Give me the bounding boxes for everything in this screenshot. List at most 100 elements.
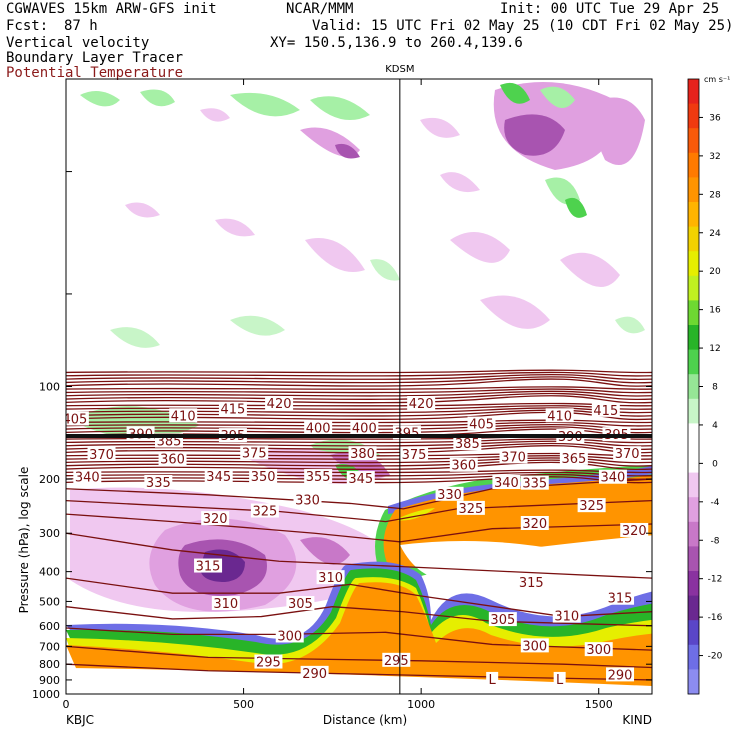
theta-label: 395 xyxy=(395,426,420,441)
theta-label-bg xyxy=(275,628,304,643)
theta-contour xyxy=(66,378,652,387)
shade-downward-upper-9 xyxy=(125,202,160,218)
theta-contour xyxy=(66,395,652,404)
colorbar-tick-label: -16 xyxy=(708,613,723,623)
colorbar-swatch xyxy=(688,251,699,277)
theta-label-bg xyxy=(300,665,329,680)
theta-label-bg xyxy=(435,486,464,501)
colorbar-tick-label: 8 xyxy=(712,383,718,393)
colorbar-swatch xyxy=(688,497,699,523)
theta-label-bg xyxy=(204,469,233,484)
colorbar-swatch xyxy=(688,152,699,178)
theta-label: 405 xyxy=(62,412,87,427)
colorbar-tick-label: 36 xyxy=(709,113,721,123)
theta-label-bg xyxy=(350,420,379,435)
theta-label: 325 xyxy=(458,502,483,517)
theta-label-bg xyxy=(584,642,613,657)
theta-label: 375 xyxy=(242,446,267,461)
colorbar-tick-label: 16 xyxy=(709,306,721,316)
shade-upward-upper-23 xyxy=(230,315,285,336)
shade-upward-fold-yellow xyxy=(395,508,435,521)
theta-label-bg xyxy=(254,654,283,669)
shade-downward-midlevel-peak xyxy=(200,549,245,582)
shade-terrain-base xyxy=(66,668,652,694)
theta-label: L xyxy=(489,673,497,688)
theta-label: 400 xyxy=(352,422,377,437)
theta-contour xyxy=(66,663,652,681)
shade-upward-upper-3 xyxy=(230,92,300,117)
theta-contour xyxy=(66,445,652,454)
shade-downward-upper-20 xyxy=(560,252,620,287)
shade-upward-upper-24 xyxy=(110,327,160,348)
shade-downward-upper xyxy=(80,91,120,107)
shade-descent-below-fold xyxy=(400,541,560,581)
theta-label: 345 xyxy=(348,472,373,487)
theta-label-bg xyxy=(606,667,635,682)
theta-label: 415 xyxy=(221,403,246,418)
theta-label-bg xyxy=(218,401,247,416)
theta-label: 330 xyxy=(437,488,462,503)
y-tick-label: 100 xyxy=(39,381,60,394)
theta-label: 365 xyxy=(561,452,586,467)
shade-upward-upper-16 xyxy=(540,86,575,108)
y-tick-label: 1000 xyxy=(32,688,60,701)
x-tick-label: 1500 xyxy=(585,698,613,711)
colorbar-tick-label: 12 xyxy=(709,344,720,354)
theta-label: 315 xyxy=(519,576,544,591)
theta-label: 380 xyxy=(350,447,375,462)
theta-label-bg xyxy=(591,402,620,417)
theta-label-bg xyxy=(449,457,478,472)
theta-contour xyxy=(66,440,652,447)
theta-label-bg xyxy=(499,449,528,464)
colorbar-tick-label: 32 xyxy=(709,152,720,162)
shade-downward-upper-11 xyxy=(305,238,365,272)
colorbar: 36 32 28 24 20 16 12 8 4 0 -4 -8 -12 -16 -20 xyxy=(687,78,723,695)
theta-label: 410 xyxy=(171,409,196,424)
colorbar-swatch xyxy=(688,202,699,228)
theta-contour xyxy=(66,392,652,401)
y-tick-label: 400 xyxy=(39,566,60,579)
shade-downward-upper-2 xyxy=(200,108,230,122)
colorbar-swatch xyxy=(688,546,699,572)
shade-downward-upper-18 xyxy=(450,232,510,263)
colorbar-swatch xyxy=(688,275,699,301)
theta-contour xyxy=(66,421,652,427)
theta-label: 335 xyxy=(146,476,171,491)
theta-label-bg xyxy=(453,436,482,451)
colorbar-tick-label: 28 xyxy=(709,190,721,200)
shade-downward-upper-10 xyxy=(215,218,255,237)
org-label: NCAR/MMM xyxy=(286,1,354,17)
colorbar-tick-label: 4 xyxy=(712,421,718,431)
theta-label: 320 xyxy=(203,512,228,527)
theta-contour xyxy=(66,627,652,651)
theta-label-bg xyxy=(545,408,574,423)
theta-contour xyxy=(66,442,652,450)
theta-contour xyxy=(66,371,652,377)
theta-label-bg xyxy=(552,608,581,623)
theta-label: 290 xyxy=(608,668,633,683)
theta-label: 320 xyxy=(622,524,647,539)
colorbar-swatch xyxy=(688,103,699,129)
theta-label: 295 xyxy=(256,656,281,671)
shade-downward-tropopause-4 xyxy=(330,451,390,478)
colorbar-swatch xyxy=(688,349,699,375)
theta-contour xyxy=(66,386,652,390)
shade-downward-midlevel-2 xyxy=(300,537,350,565)
theta-label: 340 xyxy=(494,476,519,491)
x-axis-label: Distance (km) xyxy=(323,713,407,727)
theta-label-bg xyxy=(286,596,315,611)
field-boundary-layer-tracer: Boundary Layer Tracer xyxy=(6,50,184,66)
theta-label-bg xyxy=(520,516,549,531)
colorbar-swatch xyxy=(688,300,699,326)
theta-label-bg xyxy=(66,411,89,426)
theta-label-bg xyxy=(400,446,429,461)
colorbar-tick-label: 20 xyxy=(709,267,721,277)
colorbar-swatch xyxy=(688,521,699,547)
y-tick-label: 300 xyxy=(39,527,60,540)
theta-label: 355 xyxy=(306,470,331,485)
shade-boundary-layer-orange xyxy=(66,582,652,694)
theta-label-bg xyxy=(87,446,116,461)
shade-downward-upper-17 xyxy=(596,97,645,165)
